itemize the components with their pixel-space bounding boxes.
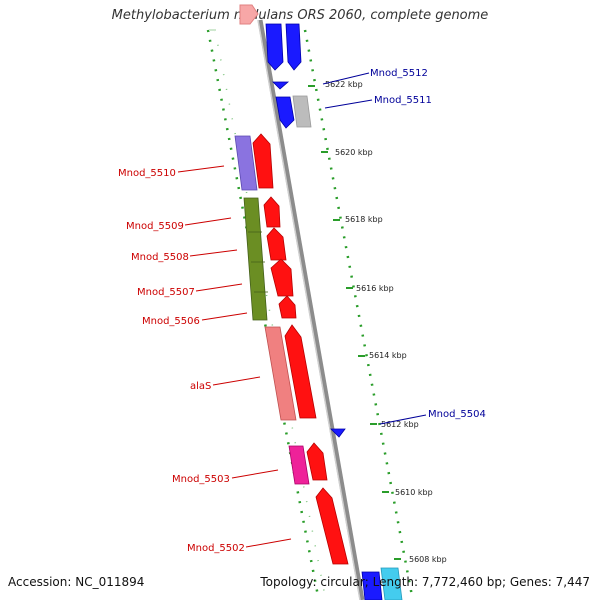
genome-summary-text: Topology: circular; Length: 7,772,460 bp…: [260, 575, 590, 589]
forward-gene: [330, 428, 346, 438]
gene-label: Mnod_5507: [137, 287, 195, 298]
reverse-gene: [252, 133, 274, 189]
gene-label: Mnod_5509: [126, 221, 184, 232]
forward-gene: [265, 23, 284, 71]
position-tick-label: 5618 kbp: [345, 215, 383, 224]
forward-gene: [285, 23, 302, 71]
reverse-gene-labels: Mnod_5510 Mnod_5509 Mnod_5508 Mnod_5507 …: [118, 168, 245, 554]
position-tick-label: 5620 kbp: [335, 148, 373, 157]
forward-gene-labels: Mnod_5512 Mnod_5511 Mnod_5504: [370, 68, 486, 420]
gene-label: Mnod_5510: [118, 168, 176, 179]
reverse-gene: [306, 442, 328, 481]
reverse-gene: [234, 135, 258, 191]
position-tick-label: 5622 kbp: [325, 80, 363, 89]
accession-text: Accession: NC_011894: [8, 575, 145, 589]
reverse-gene: [266, 227, 287, 261]
gene-label: Mnod_5506: [142, 316, 200, 327]
forward-label-leaders: [322, 72, 427, 425]
gene-label: Mnod_5512: [370, 68, 428, 79]
reverse-gene: [284, 324, 317, 419]
position-tick-label: 5614 kbp: [369, 351, 407, 360]
position-tick-label: 5608 kbp: [409, 555, 447, 564]
position-tick-marks: [308, 85, 401, 560]
position-tick-label: 5612 kbp: [381, 420, 419, 429]
position-tick-labels: 5622 kbp 5620 kbp 5618 kbp 5616 kbp 5614…: [325, 80, 447, 564]
reverse-gene: [315, 487, 349, 565]
gene-label: Mnod_5504: [428, 409, 486, 420]
top-gene-fragment: [209, 4, 259, 31]
gene-label: Mnod_5511: [374, 95, 432, 106]
reverse-gene: [243, 197, 268, 321]
forward-gene: [361, 571, 383, 600]
forward-gene: [272, 81, 290, 90]
forward-gene: [380, 567, 403, 600]
gene-label: alaS: [190, 381, 211, 392]
reverse-gene: [288, 445, 310, 485]
inner-dotted-track: [303, 29, 414, 597]
outer-dotted-track: [206, 29, 326, 597]
position-tick-label: 5616 kbp: [356, 284, 394, 293]
reverse-gene: [270, 258, 294, 297]
reverse-label-leaders: [177, 165, 292, 548]
forward-gene: [292, 95, 312, 128]
map-title: Methylobacterium nodulans ORS 2060, comp…: [111, 8, 489, 23]
reverse-gene: [278, 295, 297, 319]
position-tick-label: 5610 kbp: [395, 488, 433, 497]
forward-strand-genes: [265, 23, 403, 600]
reverse-gene: [264, 326, 297, 421]
forward-gene: [275, 96, 295, 129]
gene-label: Mnod_5508: [131, 252, 189, 263]
sequence-backbone: [257, 19, 365, 600]
gene-label: Mnod_5503: [172, 474, 230, 485]
reverse-strand-genes: [234, 133, 349, 565]
gene-label: Mnod_5502: [187, 543, 245, 554]
reverse-gene: [263, 196, 281, 228]
